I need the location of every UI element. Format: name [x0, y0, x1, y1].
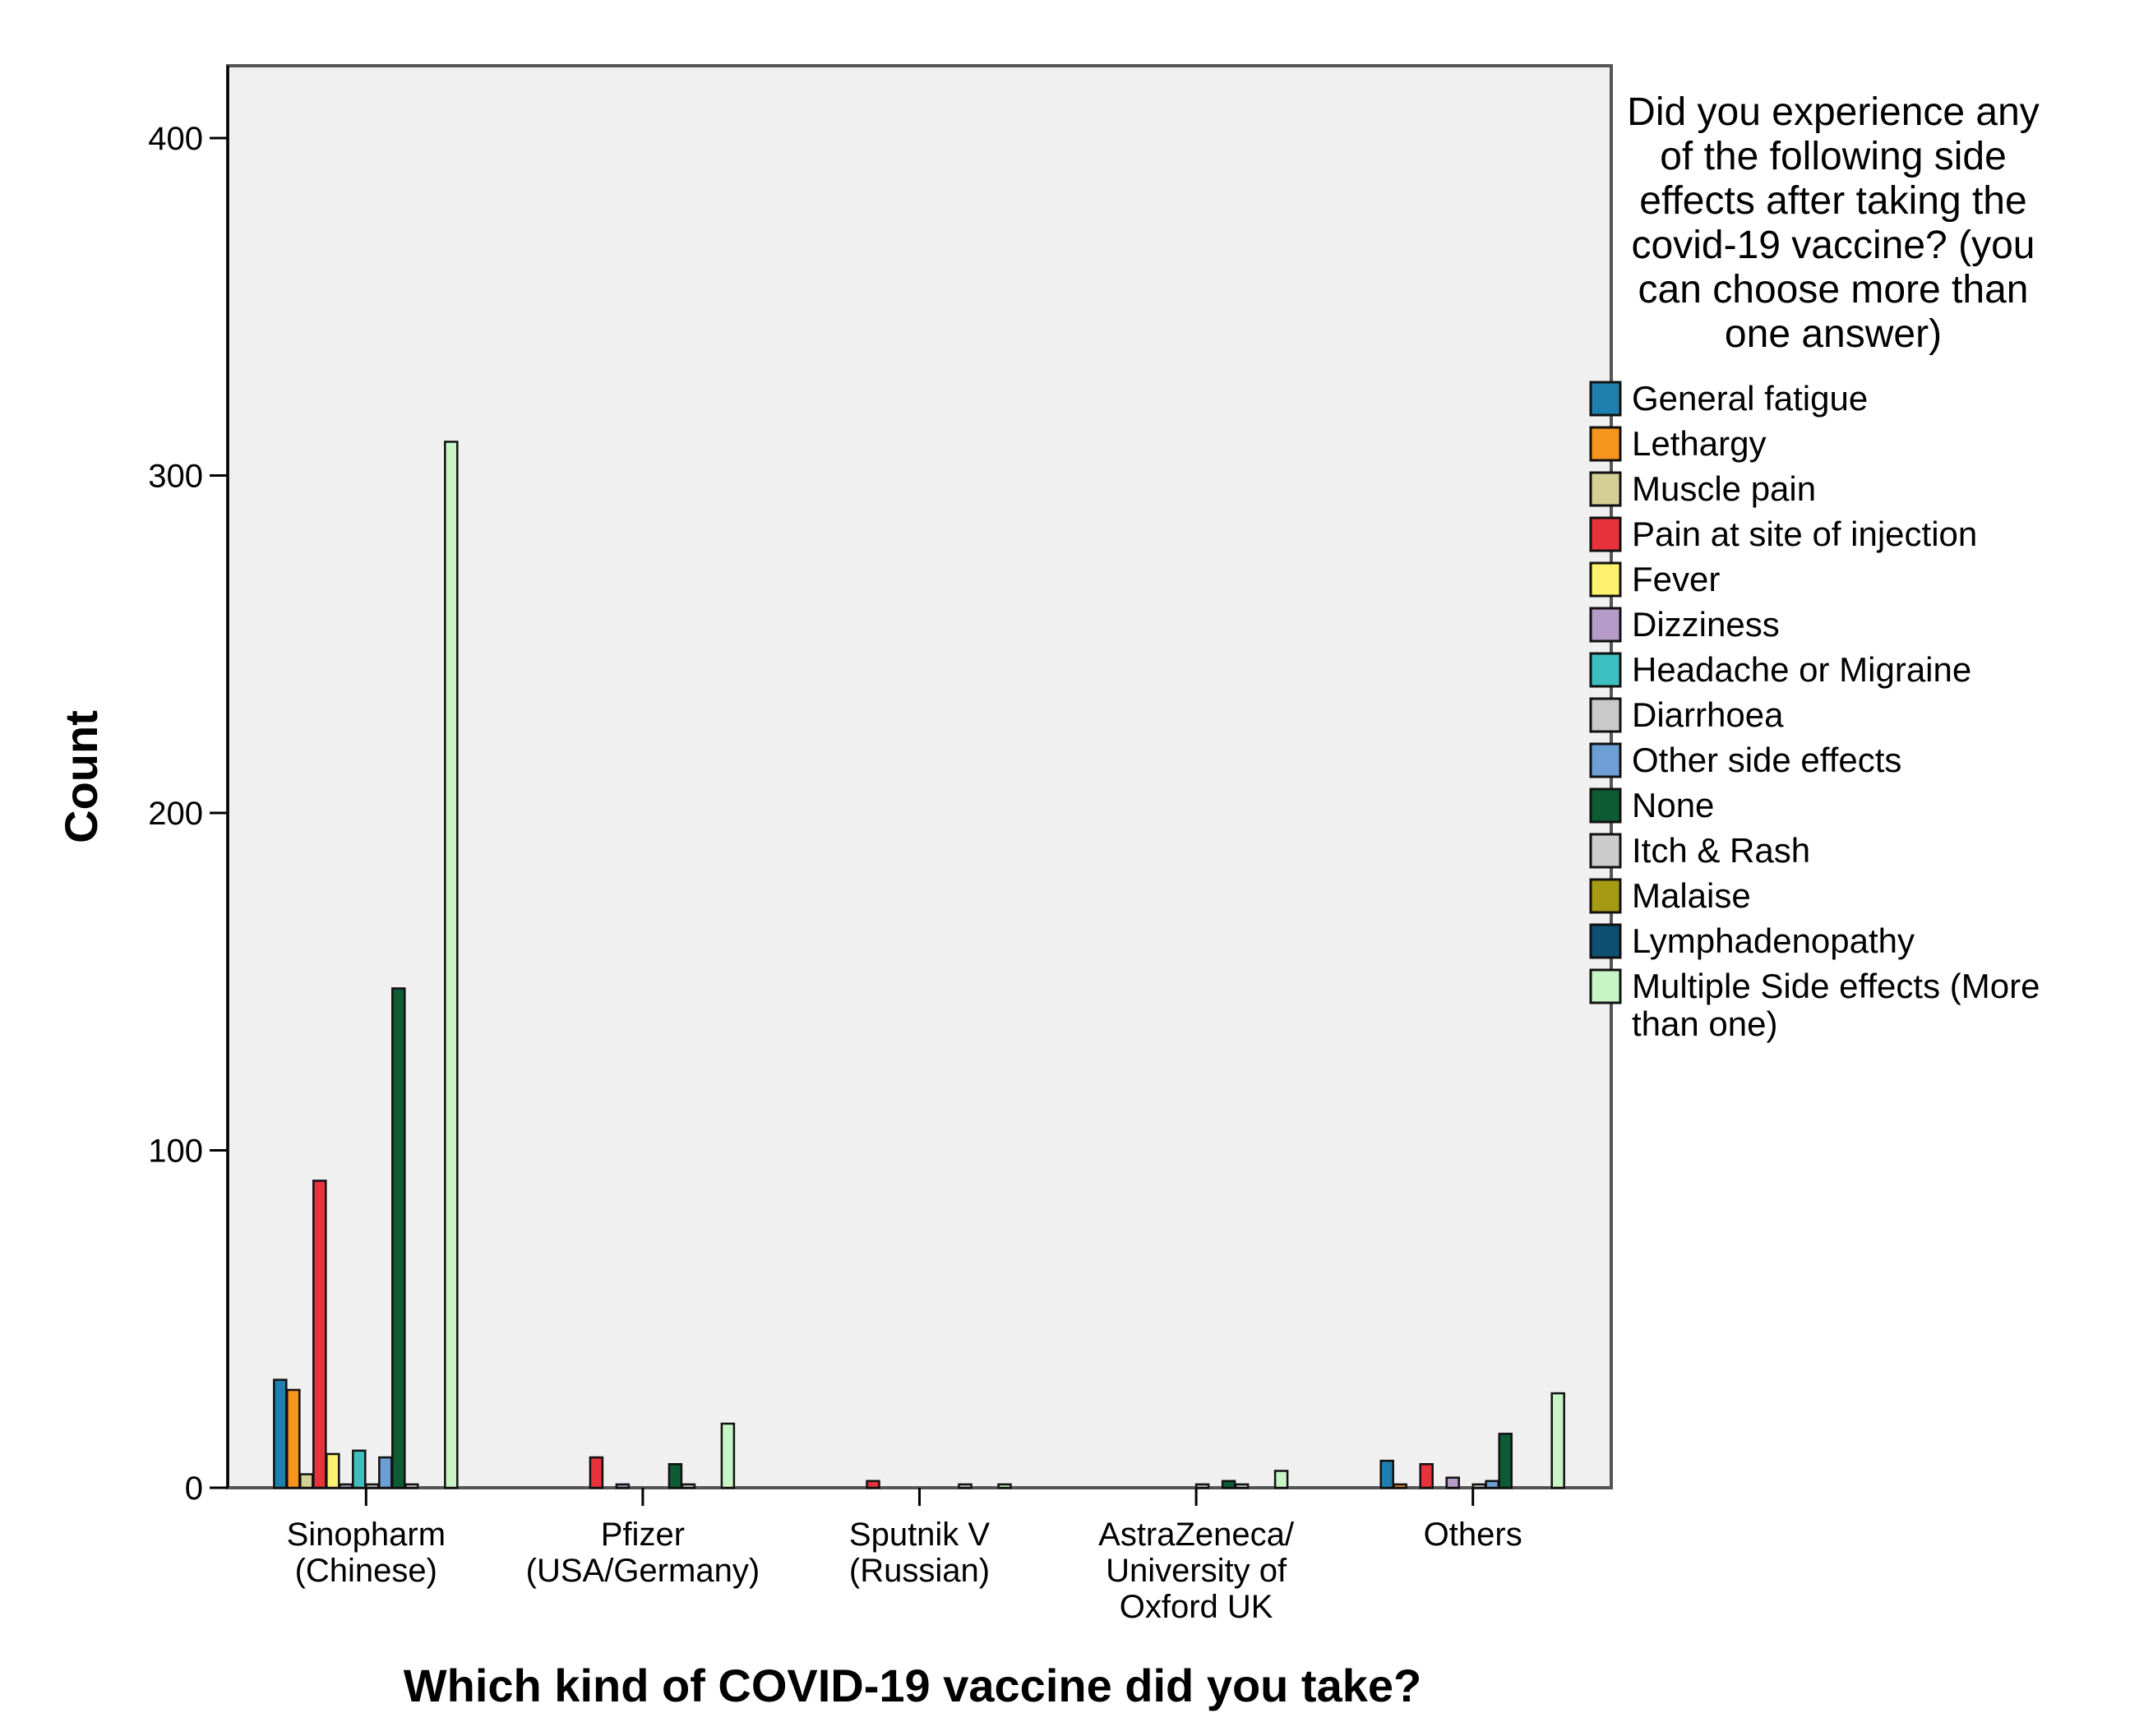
legend-label: Dizziness	[1632, 605, 1780, 644]
legend-swatch	[1589, 833, 1622, 869]
legend-label: Lymphadenopathy	[1632, 921, 1915, 960]
y-tick-label: 0	[185, 1471, 203, 1507]
legend-item: Malaise	[1589, 876, 1751, 915]
legend-label: Other side effects	[1632, 741, 1901, 779]
bar	[1550, 1392, 1565, 1489]
bar	[681, 1483, 696, 1489]
legend-swatch	[1589, 516, 1622, 552]
bar	[997, 1483, 1012, 1489]
legend: Did you experience any of the following s…	[1589, 90, 2040, 1043]
legend-label: Pain at site of injection	[1632, 515, 1977, 553]
bar	[1485, 1480, 1499, 1489]
legend-label: Headache or Migraine	[1632, 650, 1971, 689]
y-tick-label: 400	[148, 121, 203, 157]
x-category-label: Others	[1424, 1517, 1522, 1553]
bar	[589, 1456, 604, 1489]
bar	[1419, 1463, 1434, 1489]
legend-label: None	[1632, 786, 1714, 824]
legend-label: Multiple Side effects (More than one)	[1632, 967, 2040, 1043]
legend-swatch	[1589, 923, 1622, 959]
x-category-label: Pfizer (USA/Germany)	[526, 1517, 760, 1589]
bar	[1472, 1483, 1486, 1489]
bar	[312, 1180, 327, 1489]
bar	[444, 441, 459, 1489]
legend-item: None	[1589, 786, 1714, 824]
bar	[1221, 1480, 1236, 1489]
legend-item: Diarrhoea	[1589, 695, 1784, 734]
x-category-label: AstraZeneca/University of Oxford UK	[1098, 1517, 1295, 1625]
bar	[866, 1480, 880, 1489]
bar	[352, 1449, 367, 1489]
bar	[1194, 1483, 1210, 1489]
legend-label: Diarrhoea	[1632, 695, 1784, 734]
bar	[299, 1473, 314, 1489]
bar	[1393, 1483, 1407, 1489]
bar	[1445, 1476, 1460, 1489]
legend-swatch	[1589, 878, 1622, 914]
bar	[1379, 1459, 1394, 1489]
bar	[668, 1463, 683, 1489]
bar	[720, 1422, 736, 1489]
bar	[378, 1456, 393, 1489]
legend-item: Muscle pain	[1589, 469, 1816, 508]
bar	[391, 987, 406, 1489]
legend-item: General fatigue	[1589, 379, 1868, 418]
legend-label: General fatigue	[1632, 379, 1868, 418]
bar	[339, 1483, 353, 1489]
x-axis-title: Which kind of COVID-19 vaccine did you t…	[404, 1660, 1421, 1711]
bar	[1498, 1433, 1513, 1489]
bar	[1273, 1470, 1289, 1489]
bar	[326, 1452, 340, 1489]
legend-swatch	[1589, 426, 1622, 462]
y-tick-label: 100	[148, 1133, 203, 1170]
legend-swatch	[1589, 381, 1622, 417]
y-tick-label: 200	[148, 796, 203, 832]
legend-swatch	[1589, 471, 1622, 507]
bar	[404, 1483, 419, 1489]
legend-item: Headache or Migraine	[1589, 650, 1971, 689]
x-category-label: Sinopharm (Chinese)	[287, 1517, 446, 1589]
bar	[615, 1483, 631, 1489]
plot-area	[226, 64, 1613, 1489]
x-axis: Sinopharm (Chinese) Pfizer (USA/Germany) Spu…	[287, 1488, 1522, 1625]
legend-swatch	[1589, 742, 1622, 778]
legend-title: Did you experience any of the following s…	[1627, 90, 2040, 356]
legend-swatch	[1589, 787, 1622, 824]
legend-label: Itch & Rash	[1632, 831, 1810, 870]
legend-swatch	[1589, 561, 1622, 598]
legend-swatch	[1589, 652, 1622, 688]
y-tick-label: 300	[148, 459, 203, 495]
bar	[1234, 1483, 1250, 1489]
bar	[365, 1483, 380, 1489]
legend-item: Other side effects	[1589, 741, 1901, 779]
x-category-label: Sputnik V (Russian)	[849, 1517, 991, 1589]
legend-label: Fever	[1632, 560, 1720, 598]
legend-item: Pain at site of injection	[1589, 515, 1977, 553]
legend-label: Muscle pain	[1632, 469, 1816, 508]
legend-item: Itch & Rash	[1589, 831, 1810, 870]
legend-swatch	[1589, 697, 1622, 733]
bars	[273, 441, 1565, 1489]
legend-swatch	[1589, 607, 1622, 643]
legend-item: Lymphadenopathy	[1589, 921, 1915, 960]
legend-label: Malaise	[1632, 876, 1751, 915]
bar	[286, 1388, 301, 1489]
bar	[273, 1378, 288, 1489]
y-axis-title: Count	[55, 710, 107, 843]
legend-label: Lethargy	[1632, 424, 1766, 463]
legend-item: Dizziness	[1589, 605, 1780, 644]
y-axis: 0 100 200 300 400	[148, 66, 229, 1507]
legend-item: Fever	[1589, 560, 1720, 598]
bar	[958, 1483, 973, 1489]
legend-swatch	[1589, 968, 1622, 1004]
legend-item: Lethargy	[1589, 424, 1766, 463]
legend-item: Multiple Side effects (More than one)	[1589, 967, 2040, 1043]
